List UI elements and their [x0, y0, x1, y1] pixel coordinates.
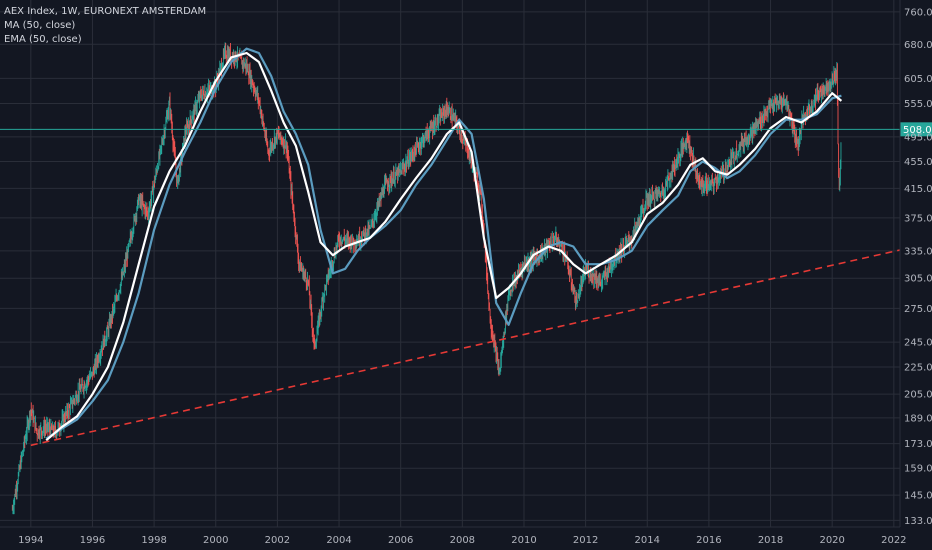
y-axis[interactable]: 760.00 680.00 605.00 555.00 495.00 455.00 415.… [899, 0, 932, 527]
y-tick-label: 455.00 [904, 157, 932, 168]
x-tick-label: 2002 [265, 535, 290, 546]
y-tick-label: 605.00 [904, 74, 932, 85]
last-price-label: 508.04 [903, 125, 932, 136]
symbol-title[interactable]: AEX Index, 1W, EURONEXT AMSTERDAM [4, 6, 207, 17]
y-tick-label: 173.00 [904, 439, 932, 450]
x-tick-label: 2018 [758, 535, 783, 546]
y-tick-label: 159.00 [904, 464, 932, 475]
x-tick-label: 2022 [881, 535, 906, 546]
ema-legend-label[interactable]: EMA (50, close) [4, 34, 82, 45]
x-tick-label: 2000 [203, 535, 228, 546]
y-tick-label: 133.00 [904, 516, 932, 527]
trendline-path [30, 249, 901, 447]
x-tick-label: 2004 [326, 535, 351, 546]
y-tick-label: 375.00 [904, 213, 932, 224]
y-tick-label: 305.00 [904, 274, 932, 285]
x-tick-label: 2016 [696, 535, 721, 546]
y-tick-label: 245.00 [904, 338, 932, 349]
y-tick-label: 145.00 [904, 491, 932, 502]
price-series [11, 42, 842, 515]
x-tick-label: 2006 [388, 535, 413, 546]
y-tick-label: 760.00 [904, 7, 932, 18]
y-tick-label: 555.00 [904, 99, 932, 110]
chart-legend: AEX Index, 1W, EURONEXT AMSTERDAM MA (50… [4, 5, 206, 47]
ma-series-line [45, 51, 843, 442]
last-price-tag [900, 122, 932, 137]
y-tick-label: 275.00 [904, 304, 932, 315]
x-tick-label: 2010 [511, 535, 536, 546]
x-axis[interactable]: 1994 1996 1998 2000 2002 2004 2006 2008 2010 2012… [0, 526, 907, 546]
x-tick-label: 2014 [635, 535, 660, 546]
ma-legend-label[interactable]: MA (50, close) [4, 20, 76, 31]
y-tick-label: 680.00 [904, 40, 932, 51]
trendline[interactable] [30, 249, 901, 447]
y-tick-label: 189.00 [904, 413, 932, 424]
y-tick-label: 205.00 [904, 390, 932, 401]
y-tick-label: 415.00 [904, 184, 932, 195]
y-tick-label: 225.00 [904, 362, 932, 373]
x-tick-label: 1996 [80, 535, 105, 546]
y-tick-label: 495.00 [904, 132, 932, 143]
x-tick-label: 2020 [819, 535, 844, 546]
y-tick-label: 335.00 [904, 246, 932, 257]
x-tick-label: 1994 [18, 535, 43, 546]
x-tick-label: 2012 [573, 535, 598, 546]
last-price-line: 508.04 [0, 122, 932, 137]
ma-line [45, 51, 843, 442]
x-tick-label: 1998 [141, 535, 166, 546]
x-tick-label: 2008 [450, 535, 475, 546]
